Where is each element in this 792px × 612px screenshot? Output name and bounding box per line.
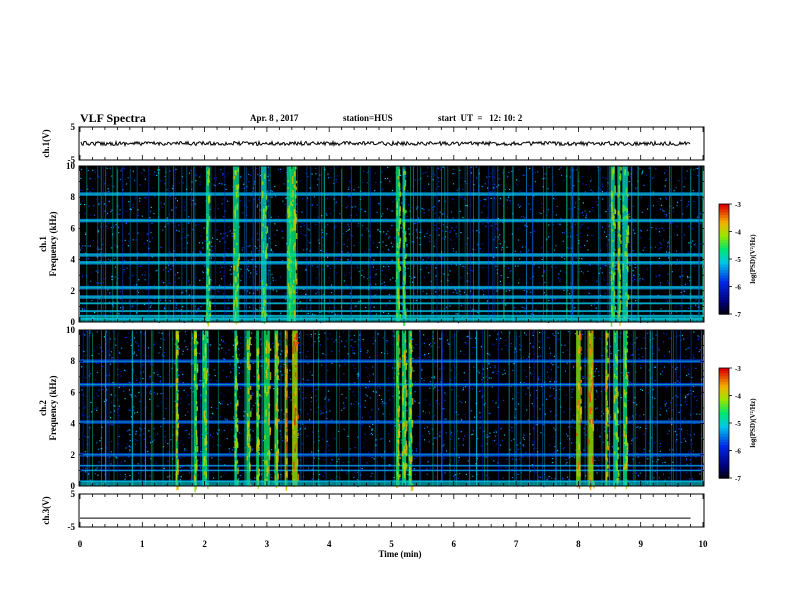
colorbar-2-tick--6: -6 <box>735 448 741 456</box>
figure-title: VLF Spectra <box>80 111 146 125</box>
spectrogram-2-image <box>80 330 704 493</box>
burst-3 <box>286 166 291 322</box>
colorbar-1-tick--3: -3 <box>735 201 741 209</box>
xtick-label-10: 10 <box>699 539 709 549</box>
spec2-ylabel: Frequency (kHz) <box>48 375 58 440</box>
spec2-ytick-10: 10 <box>66 325 76 335</box>
spec2-ytick-0: 0 <box>71 481 76 491</box>
xtick-label-3: 3 <box>265 539 270 549</box>
burst-17 <box>623 330 628 486</box>
colorbar-2-tick--3: -3 <box>735 365 741 373</box>
spec1-ytick-10: 10 <box>66 161 76 171</box>
spec2-ytick-8: 8 <box>71 356 76 366</box>
xtick-label-1: 1 <box>140 539 145 549</box>
burst-11 <box>401 330 407 486</box>
burst-5 <box>256 330 259 486</box>
burst-10 <box>396 330 400 486</box>
ch3-ylabel: ch.3(V) <box>41 496 51 524</box>
burst-3 <box>234 330 238 486</box>
spec1-ytick-0: 0 <box>71 317 76 327</box>
burst-1 <box>193 330 197 486</box>
start-time-label: start UT = 12: 10: 2 <box>438 113 523 123</box>
ch1-waveform-line <box>80 139 691 148</box>
spec2-ytick-2: 2 <box>71 450 76 460</box>
burst-6 <box>263 330 270 486</box>
colorbar-2-tick--4: -4 <box>735 393 741 401</box>
ch3-ytick-5: 5 <box>71 489 76 499</box>
xtick-label-4: 4 <box>327 539 332 549</box>
burst-15 <box>605 330 608 486</box>
burst-9 <box>622 166 628 322</box>
xtick-label-6: 6 <box>452 539 457 549</box>
burst-1 <box>232 166 239 322</box>
xtick-label-5: 5 <box>389 539 394 549</box>
spec1-ytick-4: 4 <box>71 255 76 265</box>
spectrogram-background <box>80 330 703 486</box>
xtick-label-7: 7 <box>514 539 519 549</box>
burst-4 <box>246 330 251 486</box>
spec2-ytick-4: 4 <box>71 419 76 429</box>
colorbar-1-label: log(PSD)(V²/Hz) <box>749 234 757 284</box>
burst-16 <box>613 330 619 486</box>
spec2-channel-label: ch.2 <box>38 400 48 416</box>
spec1-ylabel: Frequency (kHz) <box>48 211 58 276</box>
colorbar-1-tick--7: -7 <box>735 311 741 319</box>
spectrogram-1-image <box>80 166 704 327</box>
xtick-label-9: 9 <box>638 539 643 549</box>
burst-7 <box>610 166 615 322</box>
burst-8 <box>617 166 621 322</box>
colorbar-1-tick--6: -6 <box>735 284 741 292</box>
spec1-ytick-6: 6 <box>71 223 76 233</box>
burst-2 <box>202 330 208 486</box>
colorbar-2-label: log(PSD)(V²/Hz) <box>749 398 757 448</box>
spec1-ytick-8: 8 <box>71 192 76 202</box>
spec2-ytick-6: 6 <box>71 387 76 397</box>
colorbar-2-tick--7: -7 <box>735 475 741 483</box>
xtick-label-0: 0 <box>78 539 83 549</box>
spec1-channel-label: ch.1 <box>38 236 48 252</box>
colorbar-2-tick--5: -5 <box>735 420 741 428</box>
ch1-ylabel: ch.1(V) <box>41 129 51 157</box>
station-label: station=HUS <box>343 113 393 123</box>
x-axis-label: Time (min) <box>378 549 421 559</box>
date-label: Apr. 8 , 2017 <box>250 113 299 123</box>
xtick-label-8: 8 <box>576 539 581 549</box>
burst-4 <box>290 166 296 322</box>
spec1-ytick-2: 2 <box>71 286 76 296</box>
burst-8 <box>284 330 287 486</box>
colorbar-1-tick--5: -5 <box>735 256 741 264</box>
ch1-ytick--5: -5 <box>68 155 76 165</box>
colorbar-1-tick--4: -4 <box>735 229 741 237</box>
ch1-ytick-5: 5 <box>71 122 76 132</box>
xtick-label-2: 2 <box>202 539 207 549</box>
ch3-ytick--5: -5 <box>68 522 76 532</box>
